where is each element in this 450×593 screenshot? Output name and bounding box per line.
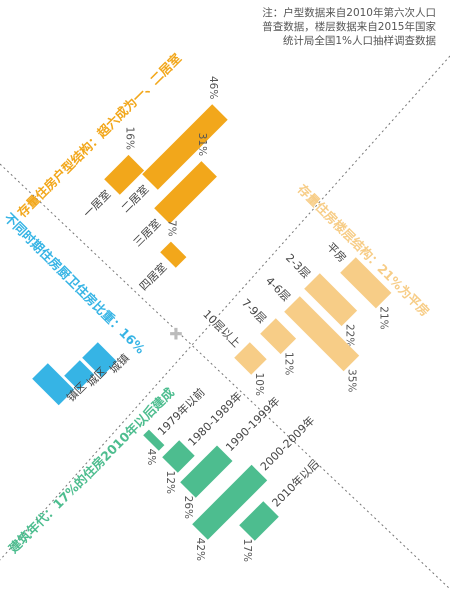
category-label: 三居室 xyxy=(130,216,163,249)
category-label: 平房 xyxy=(324,240,349,265)
data-label: 21% xyxy=(378,306,390,329)
category-label: 2-3层 xyxy=(283,251,313,281)
data-label: 12% xyxy=(164,471,176,494)
bar xyxy=(143,429,165,451)
chart-title: 不同时期住房厨卫住房比重：16% xyxy=(1,210,148,357)
bar xyxy=(142,104,228,190)
category-label: 2010年以后 xyxy=(269,457,322,510)
category-label: 四居室 xyxy=(136,260,169,293)
data-label: 35% xyxy=(345,369,357,392)
source-note: 注：户型数据来自2010年第六次人口 普查数据，楼层数据来自2015年国家 统计… xyxy=(226,6,436,48)
bar xyxy=(154,161,217,224)
bar xyxy=(239,501,279,541)
data-label: 46% xyxy=(207,76,219,99)
category-label: 一居室 xyxy=(80,187,113,220)
bar xyxy=(192,464,268,540)
bar xyxy=(284,296,360,372)
bar xyxy=(304,273,358,327)
bar xyxy=(64,360,95,391)
category-label: 城镇 xyxy=(106,351,131,376)
bar xyxy=(82,342,117,377)
source-note-line: 注：户型数据来自2010年第六次人口 xyxy=(262,7,436,19)
bar xyxy=(260,318,297,355)
data-label: 7% xyxy=(166,220,178,237)
data-label: 26% xyxy=(182,496,194,519)
data-label: 4% xyxy=(145,449,157,466)
data-label: 16% xyxy=(123,127,135,150)
data-label: 10% xyxy=(253,373,265,396)
center-cross-icon: ✚ xyxy=(169,325,182,344)
data-label: 12% xyxy=(282,352,294,375)
bar xyxy=(340,257,392,309)
bar xyxy=(162,440,195,473)
data-label: 42% xyxy=(194,538,206,561)
divider-line xyxy=(0,163,450,590)
data-label: 31% xyxy=(196,133,208,156)
source-note-line: 统计局全国1%人口抽样调查数据 xyxy=(282,35,436,47)
data-label: 17% xyxy=(241,539,253,562)
category-label: 7-9层 xyxy=(239,296,269,326)
bar xyxy=(180,445,233,498)
category-label: 4-6层 xyxy=(263,274,293,304)
bar xyxy=(160,241,187,268)
bar xyxy=(32,363,75,406)
source-note-line: 普查数据，楼层数据来自2015年国家 xyxy=(262,21,436,33)
chart-title: 建筑年代：17%的住房2010年以后建成 xyxy=(6,384,178,556)
bar xyxy=(234,342,267,375)
bar xyxy=(104,154,145,195)
data-label: 22% xyxy=(343,324,355,347)
